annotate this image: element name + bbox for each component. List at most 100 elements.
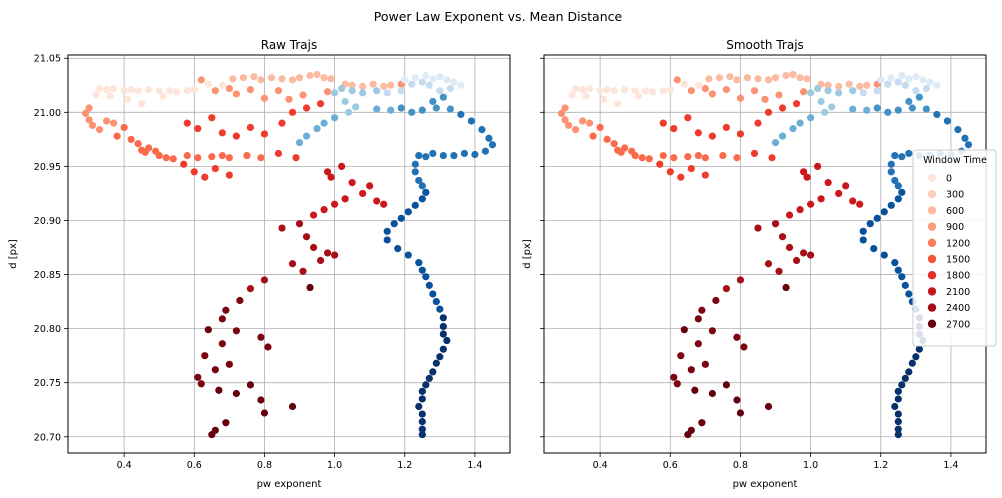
data-point bbox=[670, 124, 678, 133]
data-point bbox=[471, 150, 479, 159]
data-point bbox=[422, 71, 430, 80]
data-point bbox=[211, 87, 219, 95]
data-point bbox=[568, 91, 576, 99]
data-point bbox=[218, 151, 226, 160]
data-point bbox=[215, 386, 223, 394]
data-point bbox=[894, 395, 902, 403]
data-point bbox=[821, 108, 829, 116]
data-point bbox=[589, 132, 597, 140]
data-point bbox=[418, 395, 426, 403]
data-point bbox=[901, 281, 909, 289]
data-point bbox=[726, 73, 734, 81]
x-tick-label: 0.4 bbox=[117, 460, 132, 471]
data-point bbox=[341, 97, 349, 106]
data-point bbox=[246, 381, 255, 389]
data-point bbox=[411, 160, 419, 168]
data-point bbox=[166, 87, 174, 95]
y-tick-label: 20.80 bbox=[34, 324, 61, 335]
data-point bbox=[348, 87, 356, 95]
data-point bbox=[849, 105, 857, 113]
data-point bbox=[208, 153, 216, 161]
data-point bbox=[359, 189, 367, 198]
data-point bbox=[211, 366, 219, 374]
data-point bbox=[302, 233, 311, 241]
data-point bbox=[894, 425, 902, 433]
y-tick-label: 20.95 bbox=[34, 162, 61, 173]
data-point bbox=[691, 386, 699, 394]
data-point bbox=[701, 154, 709, 162]
x-axis-label: pw exponent bbox=[257, 479, 322, 490]
data-point bbox=[792, 100, 801, 108]
data-point bbox=[849, 197, 857, 205]
data-point bbox=[659, 119, 667, 127]
data-point bbox=[415, 151, 423, 160]
data-point bbox=[856, 82, 864, 90]
data-point bbox=[894, 431, 902, 439]
data-point bbox=[694, 129, 702, 137]
data-point bbox=[260, 94, 269, 102]
data-point bbox=[323, 88, 332, 96]
data-point bbox=[677, 173, 685, 181]
data-point bbox=[415, 176, 423, 185]
data-point bbox=[873, 214, 881, 222]
data-point bbox=[127, 135, 135, 143]
data-point bbox=[218, 129, 226, 137]
data-point bbox=[208, 114, 216, 122]
data-point bbox=[557, 109, 566, 118]
data-point bbox=[807, 89, 815, 97]
data-point bbox=[404, 208, 412, 216]
data-point bbox=[457, 110, 465, 119]
data-point bbox=[232, 327, 240, 335]
data-point bbox=[383, 89, 391, 97]
data-point bbox=[313, 70, 321, 79]
data-point bbox=[246, 285, 255, 293]
data-point bbox=[218, 315, 226, 323]
data-point bbox=[120, 123, 128, 132]
data-point bbox=[124, 95, 132, 103]
x-tick-label: 1.4 bbox=[467, 460, 482, 471]
data-point bbox=[863, 81, 871, 89]
data-point bbox=[397, 87, 405, 95]
legend-label: 1500 bbox=[946, 255, 970, 266]
data-point bbox=[320, 119, 328, 127]
data-point bbox=[436, 87, 444, 95]
data-point bbox=[670, 373, 678, 381]
data-point bbox=[415, 402, 423, 411]
data-point bbox=[418, 195, 426, 203]
data-point bbox=[173, 88, 181, 96]
data-point bbox=[817, 195, 825, 203]
data-point bbox=[807, 200, 815, 208]
data-point bbox=[467, 117, 476, 125]
data-point bbox=[169, 155, 177, 163]
scatter-points bbox=[557, 70, 973, 439]
data-point bbox=[155, 151, 163, 160]
data-point bbox=[764, 76, 773, 84]
data-point bbox=[887, 74, 895, 82]
data-point bbox=[771, 220, 780, 228]
y-axis-label: d [px] bbox=[8, 239, 19, 269]
legend-label: 1200 bbox=[946, 238, 970, 249]
data-point bbox=[894, 106, 902, 114]
figure-title: Power Law Exponent vs. Mean Distance bbox=[374, 9, 623, 24]
data-point bbox=[596, 123, 604, 132]
data-point bbox=[359, 82, 367, 90]
data-point bbox=[460, 149, 468, 158]
data-point bbox=[901, 374, 909, 382]
data-point bbox=[785, 211, 794, 219]
data-point bbox=[267, 74, 276, 82]
data-point bbox=[295, 220, 304, 228]
data-point bbox=[373, 87, 381, 95]
data-point bbox=[835, 189, 843, 198]
data-point bbox=[162, 154, 170, 162]
data-point bbox=[922, 84, 930, 93]
data-point bbox=[803, 75, 811, 83]
data-point bbox=[439, 314, 447, 322]
data-point bbox=[631, 87, 639, 95]
data-point bbox=[260, 130, 269, 138]
data-point bbox=[443, 76, 451, 84]
data-point bbox=[432, 297, 440, 306]
data-point bbox=[316, 256, 325, 265]
data-point bbox=[687, 164, 695, 173]
x-tick-label: 0.6 bbox=[663, 460, 678, 471]
data-point bbox=[306, 71, 314, 80]
